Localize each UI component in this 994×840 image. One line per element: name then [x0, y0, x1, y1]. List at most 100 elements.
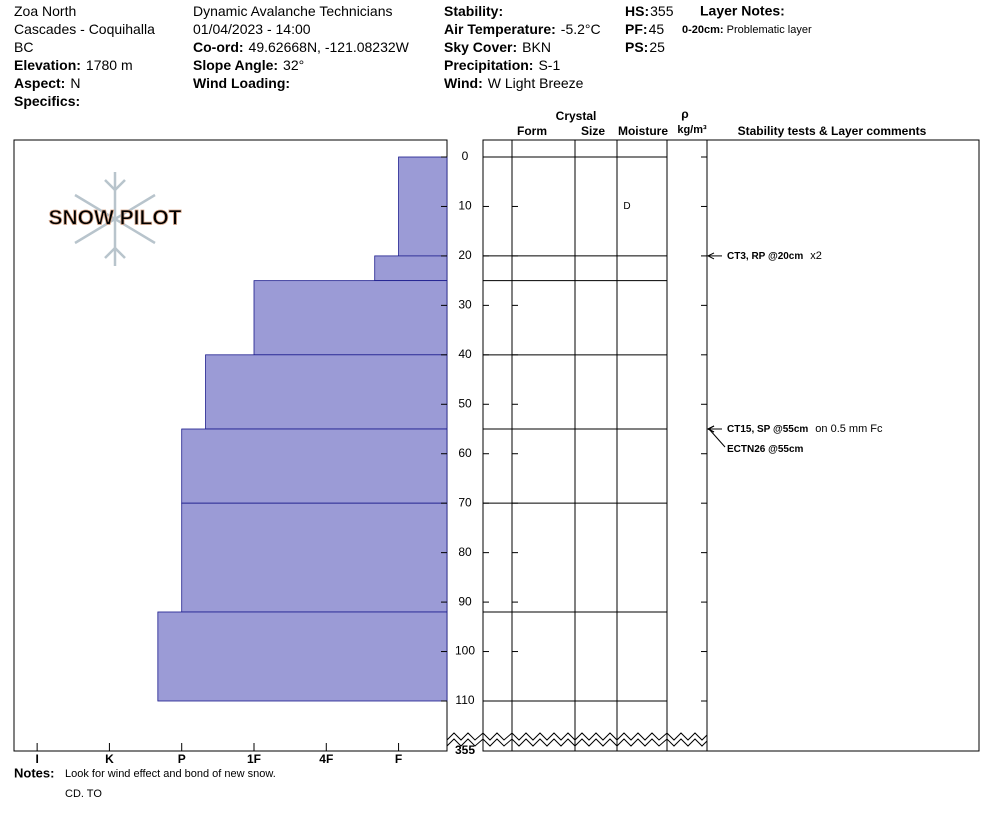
field-label: Aspect: — [14, 75, 65, 91]
header-field: HS:355 — [625, 3, 674, 19]
header-field: Co-ord: 49.62668N, -121.08232W — [193, 39, 410, 55]
x-tick-label: 1F — [247, 752, 261, 766]
field-label: Slope Angle: — [193, 57, 278, 73]
test-code: ECTN26 @55cm — [727, 444, 804, 455]
header-field: PF:45 — [625, 21, 664, 37]
field-value: 355 — [650, 3, 674, 19]
notes-text: Look for wind effect and bond of new sno… — [65, 768, 276, 780]
field-label: Air Temperature: — [444, 21, 556, 37]
header-text: Dynamic Avalanche Technicians — [193, 3, 393, 19]
field-label: Elevation: — [14, 57, 81, 73]
field-label: Stability: — [444, 3, 503, 19]
field-value: N — [70, 75, 80, 91]
header-field: Wind Loading: — [193, 75, 290, 91]
header-field: Elevation: 1780 m — [14, 57, 133, 73]
field-value: 49.62668N, -121.08232W — [249, 39, 410, 55]
test-result: CT3, RP @20cm x2 — [727, 250, 822, 262]
header-field: 01/04/2023 - 14:00 — [193, 21, 311, 37]
hardness-bar — [398, 156, 448, 257]
y-tick-label: 70 — [458, 495, 472, 509]
y-tick-label: 40 — [458, 347, 472, 361]
total-depth: 355 — [455, 743, 475, 757]
header-field: Cascades - Coquihalla — [14, 21, 155, 37]
field-label: Specifics: — [14, 93, 80, 109]
hardness-bar — [181, 428, 448, 504]
logo-flake — [74, 172, 156, 266]
test-result: ECTN26 @55cm — [727, 444, 804, 455]
column-headers: Crystal Form Size Moisture ρ kg/m³ Stabi… — [517, 107, 927, 138]
y-tick-label: 30 — [458, 298, 472, 312]
col-header: Form — [517, 124, 547, 138]
table-columns — [511, 140, 708, 751]
x-tick-label: I — [35, 752, 38, 766]
hardness-bar — [181, 502, 448, 613]
header-field: Slope Angle: 32° — [193, 57, 304, 73]
hardness-bar — [157, 611, 448, 702]
hardness-bar — [253, 280, 448, 356]
field-value: W Light Breeze — [488, 75, 584, 91]
header-field: Precipitation: S-1 — [444, 57, 560, 73]
layer-note-label: 0-20cm: — [682, 24, 724, 36]
field-value: -5.2°C — [561, 21, 601, 37]
header-field: Wind: W Light Breeze — [444, 75, 584, 91]
y-tick-label: 10 — [458, 199, 472, 213]
field-label: HS: — [625, 3, 649, 19]
field-value: 32° — [283, 57, 304, 73]
test-code: CT3, RP @20cm — [727, 251, 803, 262]
header-field: Sky Cover: BKN — [444, 39, 551, 55]
test-comment: on 0.5 mm Fc — [815, 423, 883, 435]
hardness-bar — [374, 255, 448, 282]
header-text: BC — [14, 39, 33, 55]
test-code: CT15, SP @55cm — [727, 424, 808, 435]
field-label: Sky Cover: — [444, 39, 517, 55]
test-result: CT15, SP @55cm on 0.5 mm Fc — [727, 423, 883, 435]
x-tick-label: F — [395, 752, 402, 766]
header-field: Stability: — [444, 3, 503, 19]
field-label: PS: — [625, 39, 648, 55]
arrow-head — [706, 252, 715, 260]
field-label: Wind Loading: — [193, 75, 290, 91]
axis-break — [446, 732, 708, 741]
col-header: Size — [581, 124, 605, 138]
header-field: Aspect: N — [14, 75, 80, 91]
y-tick-label: 0 — [462, 149, 469, 163]
axis-break — [446, 738, 708, 747]
layer-note-value: Problematic layer — [727, 24, 812, 36]
x-tick-label: P — [178, 752, 186, 766]
header-field: BC — [14, 39, 33, 55]
header-field: PS:25 — [625, 39, 665, 55]
table-frame — [482, 139, 980, 752]
y-tick-label: 110 — [455, 693, 474, 707]
field-value: 25 — [649, 39, 665, 55]
field-label: Wind: — [444, 75, 483, 91]
test-arrow — [708, 428, 726, 448]
header-field: Specifics: — [14, 93, 80, 109]
col-header: Crystal — [556, 109, 597, 123]
col-header: Moisture — [618, 124, 668, 138]
header-field: Air Temperature: -5.2°C — [444, 21, 601, 37]
y-tick-label: 100 — [455, 644, 475, 658]
field-value: 45 — [649, 21, 665, 37]
header-field: Dynamic Avalanche Technicians — [193, 3, 393, 19]
header-text: Zoa North — [14, 3, 76, 19]
field-value: 1780 m — [86, 57, 133, 73]
field-label: Co-ord: — [193, 39, 244, 55]
y-tick-label: 80 — [458, 545, 472, 559]
col-header: kg/m³ — [677, 124, 707, 136]
field-label: Precipitation: — [444, 57, 533, 73]
col-header: ρ — [681, 107, 688, 121]
y-tick-label: 50 — [458, 396, 472, 410]
hardness-bar — [205, 354, 448, 430]
header-text: Cascades - Coquihalla — [14, 21, 155, 37]
notes-label: Notes: — [14, 765, 54, 780]
test-comment: x2 — [810, 250, 822, 262]
arrow-head — [706, 425, 715, 433]
col-header: Stability tests & Layer comments — [738, 124, 927, 138]
y-tick-label: 90 — [458, 594, 472, 608]
x-tick-label: K — [105, 752, 114, 766]
x-tick-label: 4F — [319, 752, 333, 766]
field-value: S-1 — [538, 57, 560, 73]
layer-note: 0-20cm: Problematic layer — [682, 24, 812, 36]
y-tick-label: 60 — [458, 446, 472, 460]
